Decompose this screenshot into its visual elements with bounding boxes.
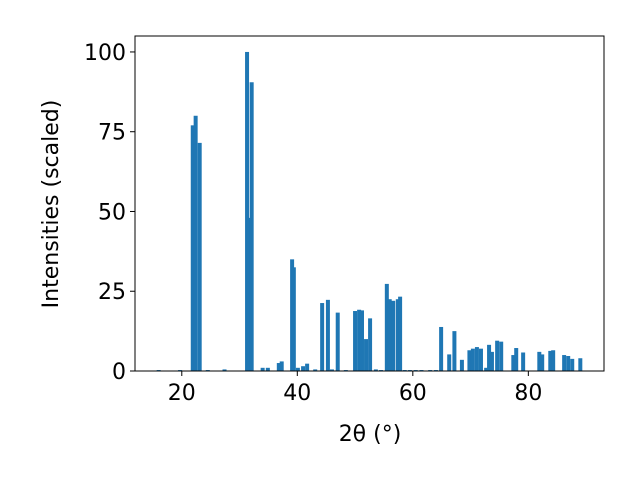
- y-tick-label: 0: [112, 360, 126, 385]
- bar: [197, 142, 202, 371]
- y-axis-label: Intensities (scaled): [39, 100, 64, 309]
- bar: [566, 356, 571, 371]
- bar: [484, 367, 489, 371]
- bar: [222, 369, 227, 371]
- y-tick-label: 25: [98, 280, 126, 305]
- x-axis-label: 2θ (°): [339, 422, 402, 447]
- bar: [514, 348, 519, 371]
- x-tick-label: 60: [399, 381, 427, 406]
- bar: [578, 358, 583, 371]
- bar: [511, 355, 516, 371]
- bar: [548, 350, 553, 371]
- y-tick-label: 100: [84, 41, 126, 66]
- bar: [368, 318, 373, 371]
- bar: [384, 283, 389, 371]
- bar: [335, 312, 340, 371]
- bar: [452, 331, 457, 371]
- bar: [301, 366, 306, 371]
- bar: [260, 367, 265, 371]
- y-tick-label: 50: [98, 200, 126, 225]
- bar: [305, 363, 310, 371]
- bar: [313, 369, 318, 371]
- x-tick-label: 20: [168, 381, 196, 406]
- bar: [499, 341, 504, 371]
- bar: [395, 299, 400, 371]
- plot-frame: [134, 35, 605, 372]
- bar: [329, 369, 334, 371]
- x-tick-label: 40: [283, 381, 311, 406]
- bar: [279, 361, 284, 371]
- bar: [540, 354, 545, 371]
- bar: [246, 217, 251, 371]
- y-tick-label: 75: [98, 121, 126, 146]
- bar: [291, 267, 296, 371]
- bar: [353, 311, 358, 371]
- bar: [467, 350, 472, 371]
- bar: [537, 351, 542, 371]
- bar: [325, 299, 330, 371]
- bar: [459, 359, 464, 371]
- bar: [447, 354, 452, 371]
- bar: [190, 125, 195, 371]
- bar: [249, 82, 254, 371]
- bar: [359, 310, 364, 371]
- bar: [551, 350, 556, 371]
- x-tick-label: 80: [514, 381, 542, 406]
- bar: [439, 326, 444, 371]
- bar: [470, 348, 475, 371]
- bar: [265, 367, 270, 371]
- bar: [562, 355, 567, 371]
- bar: [474, 347, 479, 371]
- bar: [391, 300, 396, 371]
- bar: [357, 309, 362, 371]
- bar: [398, 296, 403, 371]
- bar: [320, 303, 325, 371]
- bar: [487, 344, 492, 371]
- bar: [478, 348, 483, 371]
- bar: [495, 340, 500, 371]
- bar: [570, 358, 575, 371]
- bar: [489, 351, 494, 371]
- bar: [295, 367, 300, 371]
- bar: [245, 51, 250, 371]
- bar: [364, 339, 369, 371]
- bar: [276, 363, 281, 371]
- bar: [387, 299, 392, 371]
- bar: [193, 115, 198, 371]
- bar: [521, 352, 526, 371]
- bar: [373, 369, 378, 371]
